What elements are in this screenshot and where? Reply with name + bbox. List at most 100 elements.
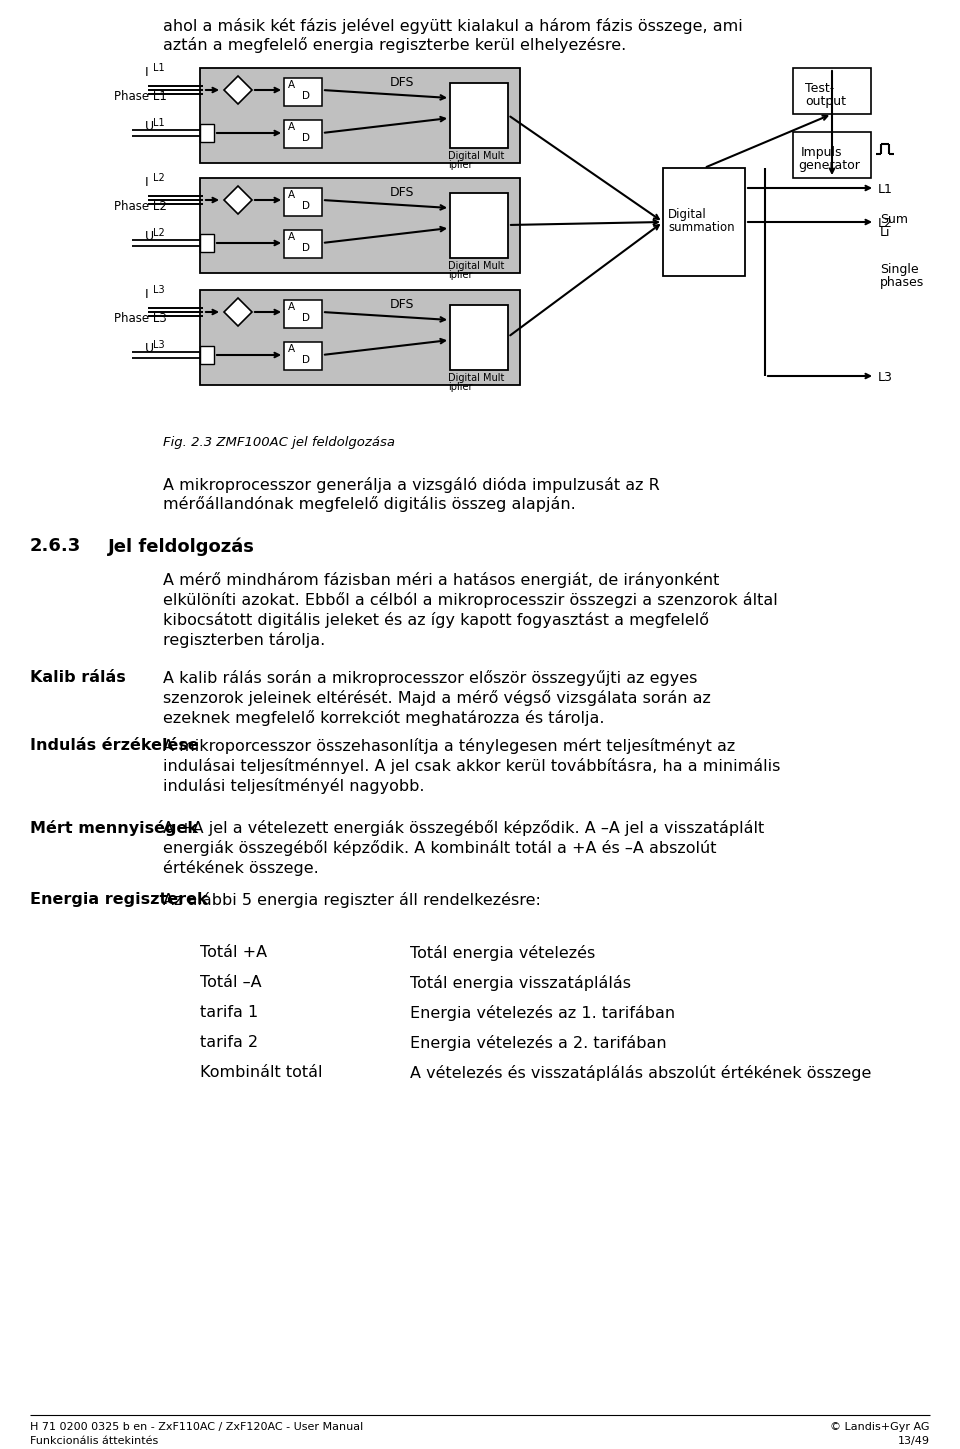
Text: L2: L2 — [153, 227, 165, 238]
Text: ahol a másik két fázis jelével együtt kialakul a három fázis összege, ami: ahol a másik két fázis jelével együtt ki… — [163, 17, 743, 33]
Bar — [200, 290, 520, 385]
Text: L3: L3 — [153, 285, 164, 296]
Bar — [200, 178, 520, 272]
Text: generator: generator — [798, 159, 860, 172]
Text: Az alábbi 5 energia regiszter áll rendelkezésre:: Az alábbi 5 energia regiszter áll rendel… — [163, 893, 540, 909]
Text: U: U — [145, 120, 155, 133]
Text: A: A — [288, 343, 295, 354]
Text: indulási teljesítményél nagyobb.: indulási teljesítményél nagyobb. — [163, 778, 424, 794]
Text: Phase L1: Phase L1 — [114, 90, 167, 103]
Text: mérőállandónak megfelelő digitális összeg alapján.: mérőállandónak megfelelő digitális össze… — [163, 496, 576, 511]
Bar — [793, 68, 871, 114]
Text: Digital Mult: Digital Mult — [448, 151, 504, 161]
Text: L1: L1 — [878, 183, 893, 196]
Text: U: U — [145, 342, 155, 355]
Text: Totál energia vételezés: Totál energia vételezés — [410, 945, 595, 961]
Text: © Landis+Gyr AG: © Landis+Gyr AG — [830, 1421, 930, 1432]
Text: L1: L1 — [153, 62, 164, 72]
Bar — [200, 233, 214, 252]
Bar — [663, 168, 745, 275]
Text: Totál –A: Totál –A — [200, 975, 262, 990]
Text: L3: L3 — [153, 341, 164, 351]
Text: indulásai teljesítménnyel. A jel csak akkor kerül továbbításra, ha a minimális: indulásai teljesítménnyel. A jel csak ak… — [163, 758, 780, 774]
Text: DFS: DFS — [390, 298, 415, 312]
Bar — [284, 342, 322, 369]
Bar — [793, 132, 871, 178]
Text: A: A — [288, 301, 295, 312]
Text: Jel feldolgozás: Jel feldolgozás — [108, 538, 254, 555]
Text: 13/49: 13/49 — [898, 1436, 930, 1446]
Text: Test-: Test- — [805, 83, 834, 96]
Text: Kombinált totál: Kombinált totál — [200, 1065, 323, 1080]
Polygon shape — [224, 75, 252, 104]
Text: Phase L3: Phase L3 — [114, 312, 167, 325]
Bar — [200, 68, 520, 162]
Bar — [284, 188, 322, 216]
Text: Digital Mult: Digital Mult — [448, 372, 504, 383]
Text: iplier: iplier — [448, 270, 472, 280]
Text: D: D — [302, 355, 310, 365]
Text: D: D — [302, 313, 310, 323]
Text: Totál +A: Totál +A — [200, 945, 267, 961]
Text: Energia regiszterek: Energia regiszterek — [30, 893, 207, 907]
Text: Impuls: Impuls — [801, 146, 843, 159]
Bar — [284, 120, 322, 148]
Text: I: I — [145, 175, 149, 188]
Text: DFS: DFS — [390, 185, 415, 199]
Text: energiák összegéből képződik. A kombinált totál a +A és –A abszolút: energiák összegéből képződik. A kombinál… — [163, 840, 716, 856]
Text: Digital: Digital — [668, 209, 707, 222]
Text: tarifa 1: tarifa 1 — [200, 1006, 258, 1020]
Text: summation: summation — [668, 222, 734, 233]
Text: Funkcionális áttekintés: Funkcionális áttekintés — [30, 1436, 158, 1446]
Text: Fig. 2.3 ZMF100AC jel feldolgozása: Fig. 2.3 ZMF100AC jel feldolgozása — [163, 436, 395, 449]
Text: L2: L2 — [878, 217, 893, 230]
Text: Sum: Sum — [880, 213, 908, 226]
Text: Mért mennyiségek: Mért mennyiségek — [30, 820, 198, 836]
Text: D: D — [302, 91, 310, 101]
Text: A: A — [288, 232, 295, 242]
Text: A mikroprocesszor generálja a vizsgáló dióda impulzusát az R: A mikroprocesszor generálja a vizsgáló d… — [163, 477, 660, 493]
Text: H 71 0200 0325 b en - ZxF110AC / ZxF120AC - User Manual: H 71 0200 0325 b en - ZxF110AC / ZxF120A… — [30, 1421, 363, 1432]
Text: D: D — [302, 243, 310, 254]
Text: D: D — [302, 133, 310, 143]
Text: L3: L3 — [878, 371, 893, 384]
Text: tarifa 2: tarifa 2 — [200, 1035, 258, 1051]
Bar — [450, 304, 508, 369]
Text: A: A — [288, 190, 295, 200]
Text: A mérő mindhárom fázisban méri a hatásos energiát, de irányonként: A mérő mindhárom fázisban méri a hatásos… — [163, 572, 719, 588]
Text: Kalib rálás: Kalib rálás — [30, 669, 126, 685]
Text: Digital Mult: Digital Mult — [448, 261, 504, 271]
Text: I: I — [145, 67, 149, 80]
Text: A +A jel a vételezett energiák összegéből képződik. A –A jel a visszatáplált: A +A jel a vételezett energiák összegébő… — [163, 820, 764, 836]
Text: A: A — [288, 80, 295, 90]
Text: U: U — [145, 230, 155, 243]
Text: A mikroporcesszor összehasonlítja a ténylegesen mért teljesítményt az: A mikroporcesszor összehasonlítja a tény… — [163, 738, 735, 753]
Bar — [284, 78, 322, 106]
Text: iplier: iplier — [448, 159, 472, 170]
Text: L1: L1 — [153, 117, 164, 128]
Text: DFS: DFS — [390, 75, 415, 88]
Bar — [284, 230, 322, 258]
Bar — [284, 300, 322, 327]
Text: I: I — [145, 288, 149, 301]
Text: phases: phases — [880, 275, 924, 288]
Text: D: D — [302, 201, 310, 212]
Text: regiszterben tárolja.: regiszterben tárolja. — [163, 632, 325, 648]
Text: Energia vételezés az 1. tarifában: Energia vételezés az 1. tarifában — [410, 1006, 675, 1022]
Text: elkülöníti azokat. Ebből a célból a mikroprocesszir összegzi a szenzorok által: elkülöníti azokat. Ebből a célból a mikr… — [163, 593, 778, 609]
Text: kibocsátott digitális jeleket és az így kapott fogyasztást a megfelelő: kibocsátott digitális jeleket és az így … — [163, 611, 709, 627]
Text: Single: Single — [880, 264, 919, 275]
Text: L2: L2 — [153, 172, 165, 183]
Text: A kalib rálás során a mikroprocesszor először összegyűjti az egyes: A kalib rálás során a mikroprocesszor el… — [163, 669, 697, 685]
Text: értékének összege.: értékének összege. — [163, 861, 319, 877]
Bar — [200, 346, 214, 364]
Text: Totál energia visszatáplálás: Totál energia visszatáplálás — [410, 975, 631, 991]
Text: Phase L2: Phase L2 — [114, 200, 167, 213]
Polygon shape — [224, 185, 252, 214]
Bar — [450, 193, 508, 258]
Text: iplier: iplier — [448, 383, 472, 393]
Text: output: output — [805, 96, 846, 109]
Text: ezeknek megfelelő korrekciót meghatározza és tárolja.: ezeknek megfelelő korrekciót meghatározz… — [163, 710, 605, 726]
Text: Energia vételezés a 2. tarifában: Energia vételezés a 2. tarifában — [410, 1035, 666, 1051]
Bar — [450, 83, 508, 148]
